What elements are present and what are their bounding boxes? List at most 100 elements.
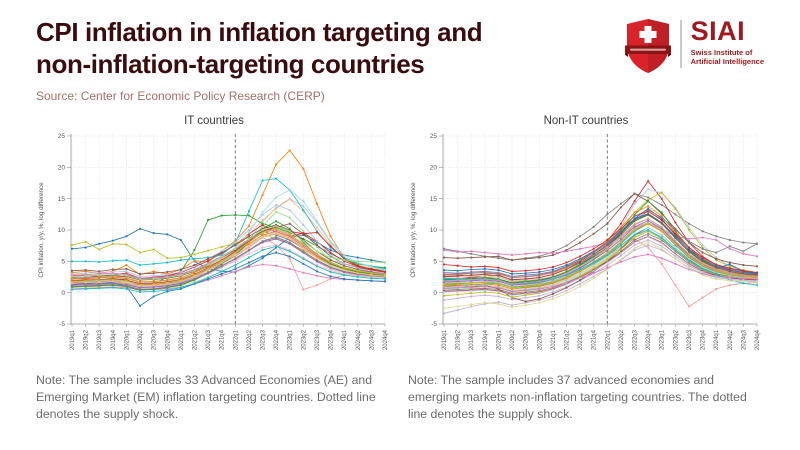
series-marker [220, 252, 223, 254]
series-marker [470, 280, 473, 283]
series-marker [248, 242, 250, 244]
series-marker [234, 270, 237, 273]
series-marker [701, 263, 704, 266]
series-marker [688, 250, 690, 253]
series-marker [538, 255, 541, 258]
series-marker [84, 273, 87, 276]
series-marker [98, 270, 101, 273]
page-title-line1: CPI inflation in inflation targeting and [36, 17, 483, 47]
series-marker [579, 262, 581, 264]
series-marker [275, 244, 278, 247]
series-marker [701, 237, 704, 239]
series-marker [524, 258, 527, 261]
series-marker [538, 273, 541, 276]
series-marker [688, 242, 690, 244]
series-marker [633, 256, 636, 259]
series-marker [551, 298, 554, 301]
series-marker [125, 264, 128, 267]
series-line [443, 231, 758, 299]
series-marker [329, 259, 332, 262]
series-marker [288, 268, 291, 271]
series-marker [565, 277, 568, 280]
series-marker [674, 237, 677, 239]
series-marker [470, 257, 473, 259]
series-marker [715, 270, 718, 273]
series-marker [688, 238, 690, 241]
series-marker [633, 219, 636, 222]
series-marker [179, 284, 182, 286]
series-marker [139, 279, 141, 281]
series-marker [565, 276, 568, 279]
series-marker [166, 275, 169, 278]
series-marker [443, 287, 445, 290]
series-marker [674, 255, 677, 258]
series-marker [275, 206, 278, 209]
series-marker [633, 235, 636, 238]
x-tick-label: 2022q3 [633, 330, 639, 351]
series-marker [84, 288, 87, 291]
series-marker [660, 211, 663, 214]
x-tick-label: 2022q1 [233, 330, 239, 351]
series-marker [261, 223, 264, 226]
series-marker [456, 305, 459, 308]
series-marker [660, 213, 663, 216]
series-marker [71, 280, 73, 283]
series-marker [456, 290, 459, 293]
x-tick-label: 2021q1 [179, 330, 185, 351]
series-marker [715, 263, 718, 266]
series-marker [384, 268, 386, 271]
series-marker [660, 237, 663, 239]
series-marker [633, 200, 636, 203]
series-marker [674, 258, 677, 261]
series-marker [98, 272, 101, 275]
series-marker [261, 219, 264, 222]
x-tick-label: 2024q1 [714, 330, 720, 351]
series-marker [384, 262, 386, 264]
series-marker [261, 255, 264, 258]
series-marker [579, 267, 581, 270]
series-marker [511, 270, 513, 273]
series-marker [456, 289, 459, 291]
x-tick-label: 2021q3 [206, 330, 212, 351]
series-marker [456, 294, 459, 296]
series-marker [139, 287, 141, 290]
series-marker [329, 253, 332, 256]
series-marker [511, 304, 513, 307]
series-marker [633, 211, 636, 214]
series-marker [234, 250, 237, 253]
x-tick-label: 2023q1 [660, 330, 666, 351]
series-marker [329, 235, 332, 238]
series-marker [483, 289, 486, 292]
series-marker [483, 287, 486, 290]
series-marker [715, 259, 718, 262]
series-marker [207, 219, 209, 222]
series-marker [152, 275, 155, 278]
series-marker [288, 237, 291, 239]
series-marker [139, 252, 141, 254]
series-marker [234, 258, 237, 261]
series-marker [152, 283, 155, 286]
series-marker [647, 180, 650, 183]
series-marker [592, 257, 595, 260]
series-marker [193, 265, 196, 268]
series-marker [152, 272, 155, 275]
series-marker [248, 240, 250, 243]
series-marker [565, 268, 568, 271]
source-text: Source: Center for Economic Policy Resea… [36, 89, 325, 104]
series-marker [220, 275, 223, 278]
series-marker [261, 228, 264, 231]
series-marker [620, 235, 622, 238]
x-tick-label: 2022q4 [274, 330, 280, 351]
series-marker [524, 274, 527, 277]
series-marker [275, 245, 278, 248]
series-marker [248, 234, 250, 237]
x-tick-label: 2020q2 [510, 330, 516, 351]
series-marker [592, 272, 595, 275]
series-marker [234, 253, 237, 256]
series-marker [98, 243, 101, 246]
series-marker [470, 292, 473, 295]
series-marker [343, 269, 346, 272]
series-marker [166, 289, 169, 292]
series-marker [551, 295, 554, 298]
series-marker [688, 305, 690, 308]
